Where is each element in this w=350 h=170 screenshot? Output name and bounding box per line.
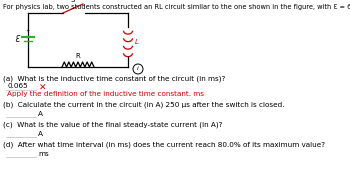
Text: (b)  Calculate the current in the circuit (in A) 250 µs after the switch is clos: (b) Calculate the current in the circuit…	[3, 102, 285, 108]
Text: +: +	[26, 28, 30, 33]
Text: ✕: ✕	[39, 84, 47, 93]
Text: For physics lab, two students constructed an RL circuit similar to the one shown: For physics lab, two students constructe…	[3, 4, 350, 10]
Text: R: R	[76, 53, 80, 59]
Text: 0.065: 0.065	[7, 83, 28, 89]
Text: Ɛ: Ɛ	[15, 36, 19, 45]
Text: L: L	[135, 39, 139, 45]
Text: Apply the definition of the inductive time constant. ms: Apply the definition of the inductive ti…	[7, 91, 204, 97]
Text: ms: ms	[38, 151, 49, 157]
Text: A: A	[38, 111, 43, 117]
Text: i: i	[137, 66, 139, 72]
Text: (d)  After what time interval (in ms) does the current reach 80.0% of its maximu: (d) After what time interval (in ms) doe…	[3, 142, 325, 149]
Text: S: S	[71, 0, 75, 3]
Text: (a)  What is the inductive time constant of the circuit (in ms)?: (a) What is the inductive time constant …	[3, 75, 225, 81]
Text: (c)  What is the value of the final steady-state current (in A)?: (c) What is the value of the final stead…	[3, 122, 223, 129]
Text: A: A	[38, 131, 43, 137]
